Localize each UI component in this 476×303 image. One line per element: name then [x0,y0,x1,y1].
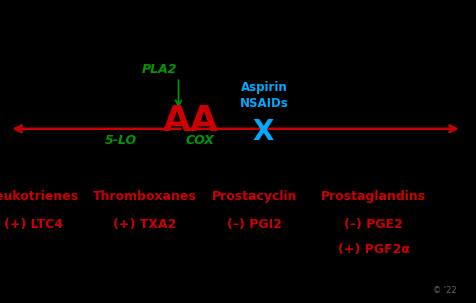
Text: Thromboxanes: Thromboxanes [93,191,197,203]
Text: Prostaglandins: Prostaglandins [321,191,426,203]
Text: Prostacyclin: Prostacyclin [212,191,298,203]
Text: PLA2: PLA2 [142,63,177,76]
Text: Leukotrienes: Leukotrienes [0,191,79,203]
Text: Aspirin
NSAIDs: Aspirin NSAIDs [240,81,288,110]
Text: (–) PGI2: (–) PGI2 [227,218,282,231]
Text: © '22: © '22 [433,286,457,295]
Text: (+) TXA2: (+) TXA2 [113,218,177,231]
Text: X: X [253,118,274,146]
Text: COX: COX [186,135,214,147]
Text: (+) PGF2α: (+) PGF2α [337,244,410,256]
Text: (+) LTC4: (+) LTC4 [4,218,63,231]
Text: (–) PGE2: (–) PGE2 [344,218,403,231]
Text: 5-LO: 5-LO [105,135,138,147]
Text: AA: AA [162,104,218,138]
